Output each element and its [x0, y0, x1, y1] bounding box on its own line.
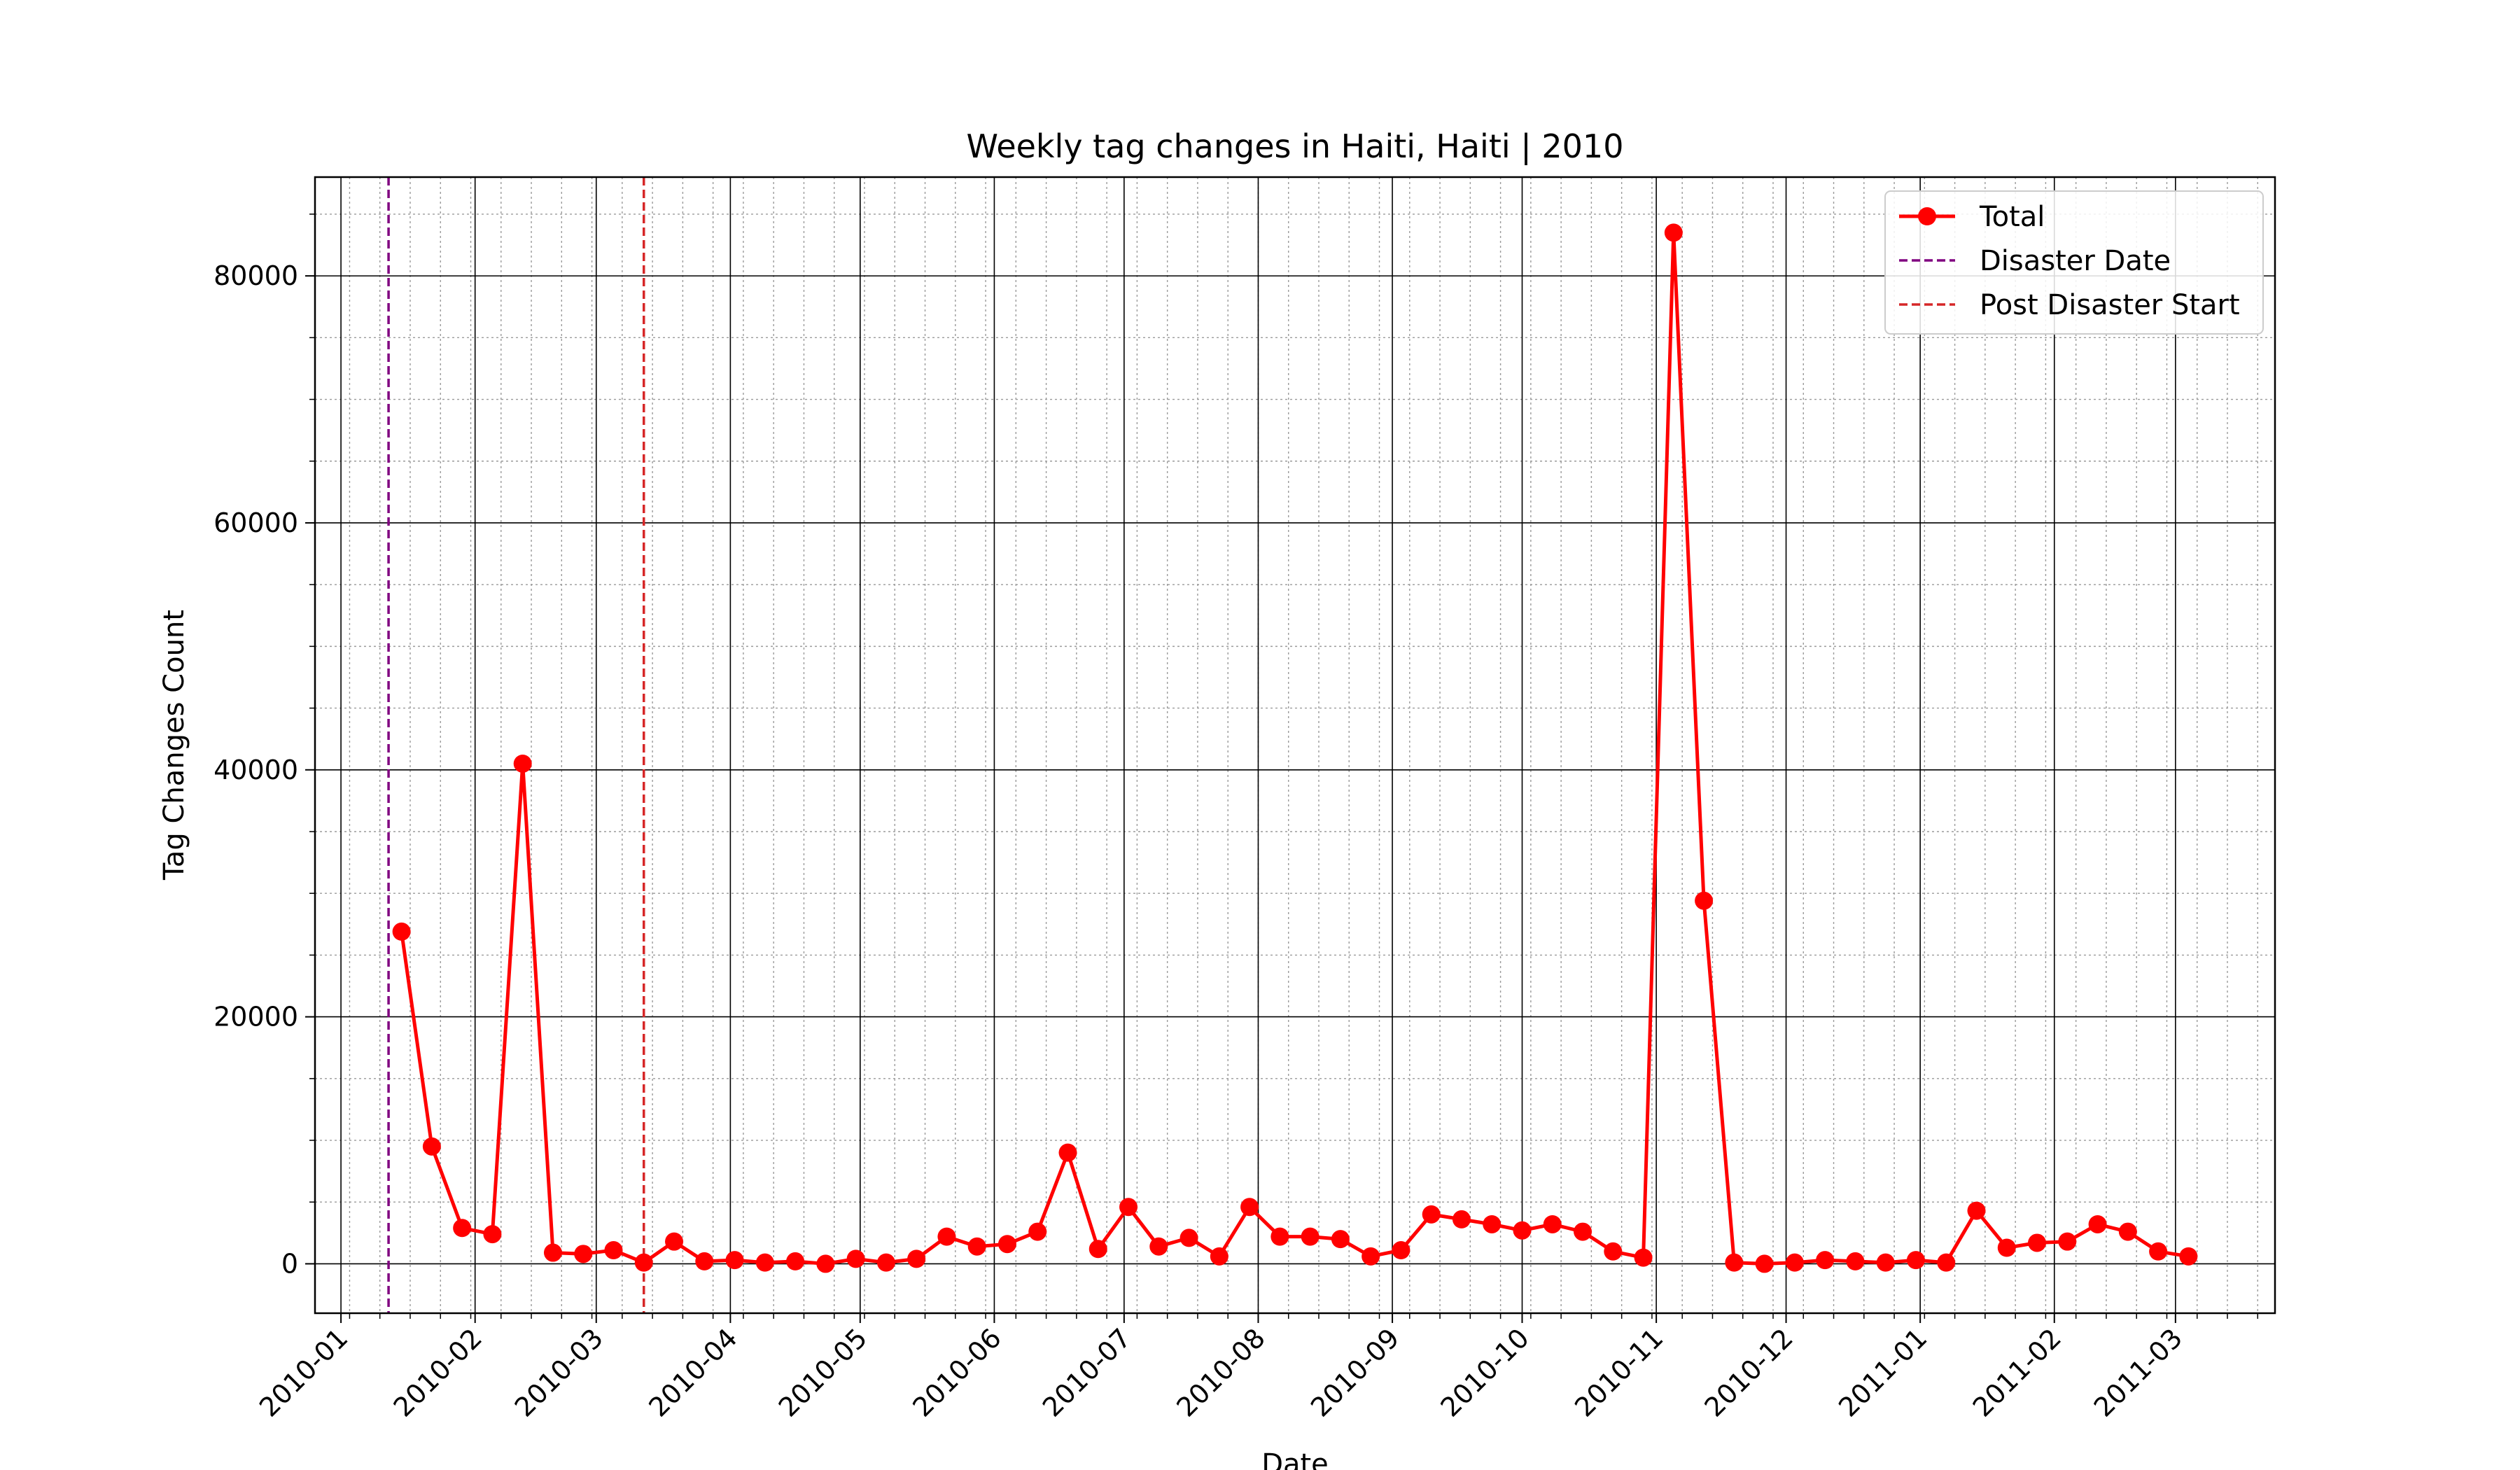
data-point: [1967, 1201, 1986, 1220]
data-point: [1240, 1198, 1259, 1217]
data-point: [1119, 1198, 1138, 1217]
y-tick-label: 40000: [214, 755, 298, 785]
data-point: [2088, 1214, 2107, 1233]
data-point: [1483, 1214, 1502, 1233]
data-point: [2028, 1233, 2047, 1252]
data-point: [1755, 1254, 1774, 1273]
x-axis-label: Date: [1261, 1448, 1329, 1470]
data-point: [1604, 1242, 1623, 1261]
data-point: [1846, 1252, 1865, 1270]
data-point: [786, 1252, 805, 1270]
data-point: [2179, 1247, 2198, 1266]
legend-label-disaster-date: Disaster Date: [1980, 245, 2171, 277]
data-point: [453, 1219, 472, 1238]
data-point: [574, 1245, 593, 1264]
data-point: [1301, 1227, 1320, 1246]
data-point: [1816, 1251, 1835, 1270]
data-point: [755, 1253, 774, 1272]
data-point: [422, 1137, 441, 1156]
chart-title: Weekly tag changes in Haiti, Haiti | 201…: [967, 127, 1624, 166]
data-point: [1997, 1238, 2016, 1257]
data-point: [1574, 1222, 1592, 1241]
data-point: [1513, 1221, 1532, 1240]
data-point: [1906, 1251, 1925, 1270]
data-point: [1634, 1248, 1653, 1267]
data-point: [1452, 1210, 1471, 1228]
data-point: [1695, 891, 1714, 910]
data-point: [725, 1251, 744, 1270]
data-point: [2149, 1242, 2168, 1261]
data-point: [997, 1235, 1016, 1254]
data-point: [1088, 1240, 1107, 1259]
data-point: [1058, 1143, 1077, 1162]
data-point: [634, 1253, 653, 1272]
y-tick-label: 60000: [214, 507, 298, 538]
vline-layer: [387, 177, 645, 1313]
data-point: [1392, 1241, 1410, 1260]
data-point: [2058, 1232, 2077, 1251]
data-point: [1422, 1205, 1441, 1224]
data-point: [1785, 1253, 1804, 1272]
legend-box: [1884, 190, 2264, 335]
data-point: [543, 1243, 562, 1262]
data-point: [1149, 1237, 1168, 1256]
legend: Total Disaster Date Post Disaster Start: [1884, 190, 2264, 335]
data-point: [1210, 1247, 1228, 1266]
data-point: [1876, 1253, 1895, 1272]
series-layer: [392, 223, 2198, 1273]
data-point: [513, 754, 532, 773]
data-point: [2118, 1222, 2137, 1241]
data-point: [846, 1250, 865, 1268]
data-point: [665, 1232, 684, 1251]
legend-marker-total: [1918, 207, 1936, 225]
data-point: [604, 1241, 623, 1260]
data-point: [937, 1227, 956, 1246]
data-point: [1180, 1228, 1198, 1247]
legend-label-post-disaster-start: Post Disaster Start: [1980, 289, 2240, 321]
data-point: [876, 1253, 895, 1272]
data-point: [1937, 1253, 1956, 1272]
grid-layer: [315, 177, 2275, 1313]
data-point: [1362, 1247, 1380, 1266]
data-point: [1543, 1214, 1562, 1233]
y-axis-label: Tag Changes Count: [158, 610, 190, 881]
data-point: [816, 1254, 835, 1273]
data-point: [695, 1252, 714, 1270]
data-point: [392, 922, 411, 941]
y-tick-label: 20000: [214, 1002, 298, 1032]
data-point: [1664, 223, 1683, 242]
y-tick-label: 0: [281, 1248, 298, 1279]
legend-label-total: Total: [1979, 201, 2045, 233]
data-point: [483, 1225, 502, 1244]
data-point: [907, 1250, 926, 1268]
data-point: [967, 1237, 986, 1256]
data-point: [1270, 1227, 1289, 1246]
y-tick-label: 80000: [214, 260, 298, 291]
data-point: [1725, 1253, 1744, 1272]
data-point: [1028, 1222, 1047, 1241]
plot-frame: [314, 176, 2276, 1315]
data-point: [1331, 1230, 1350, 1249]
